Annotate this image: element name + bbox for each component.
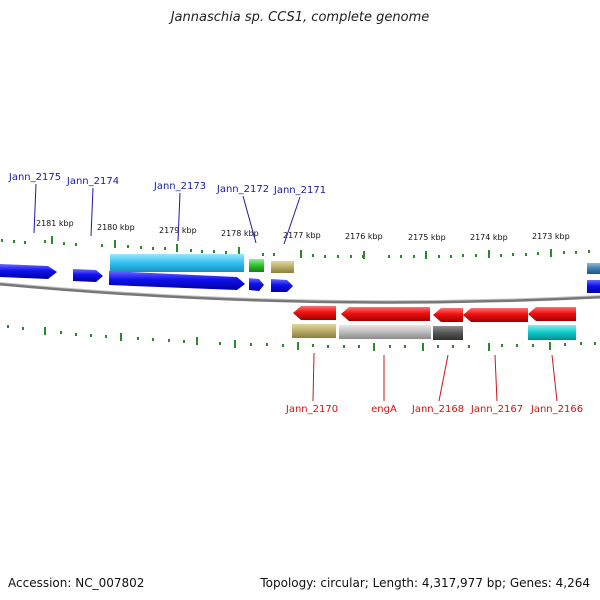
kbp-label: 2177 kbp	[283, 231, 321, 240]
khaki-feature-bar[interactable]	[271, 261, 294, 273]
top-scale-dots	[1, 239, 590, 258]
gene-label-bottom[interactable]: Jann_2170	[285, 404, 338, 415]
gene-label-bottom[interactable]: Jann_2166	[530, 404, 583, 415]
gene-arrow-forward[interactable]	[271, 279, 293, 292]
gene-arrow-forward[interactable]	[73, 269, 103, 282]
green-feature-bar[interactable]	[249, 259, 264, 272]
leader-line	[90, 187, 94, 237]
gene-arrow-reverse[interactable]	[293, 306, 336, 320]
gene-arrow-forward[interactable]	[587, 280, 600, 293]
gene-arrow-reverse[interactable]	[433, 308, 463, 322]
leader-line	[283, 196, 301, 245]
gene-arrow-reverse[interactable]	[528, 307, 576, 321]
teal-feature-bar[interactable]	[528, 325, 576, 340]
dark-feature-bar[interactable]	[433, 326, 463, 340]
kbp-label: 2174 kbp	[470, 233, 508, 242]
kbp-label: 2180 kbp	[97, 223, 135, 232]
gene-label-top[interactable]: Jann_2172	[216, 184, 269, 195]
kbp-label: 2179 kbp	[159, 226, 197, 235]
accession-text: Accession: NC_007802	[8, 576, 145, 590]
gene-label-bottom[interactable]: Jann_2167	[470, 404, 523, 415]
khaki-feature-bar[interactable]	[292, 324, 336, 338]
steel-feature-bar[interactable]	[587, 263, 600, 274]
genome-backbone	[0, 282, 600, 304]
bottom-scale-dots	[7, 325, 596, 348]
gene-arrow-forward[interactable]	[109, 271, 245, 290]
kbp-label: 2175 kbp	[408, 233, 446, 242]
gene-arrow-reverse[interactable]	[341, 307, 430, 321]
gene-label-top[interactable]: Jann_2171	[273, 185, 326, 196]
leader-line	[33, 183, 37, 234]
leader-line	[242, 195, 257, 244]
gene-label-bottom[interactable]: Jann_2168	[411, 404, 464, 415]
leader-line	[494, 354, 498, 402]
top-major-ticks	[51, 236, 552, 259]
gene-label-top[interactable]: Jann_2175	[8, 172, 61, 183]
genome-summary-text: Topology: circular; Length: 4,317,977 bp…	[260, 576, 590, 590]
kbp-label: 2178 kbp	[221, 229, 259, 238]
gene-arrow-forward[interactable]	[0, 264, 57, 279]
cyan-feature-bar[interactable]	[110, 254, 244, 272]
gene-label-bottom[interactable]: engA	[371, 404, 397, 415]
leader-line	[312, 352, 315, 402]
gene-label-top[interactable]: Jann_2174	[66, 176, 119, 187]
leader-line	[438, 354, 449, 402]
gene-label-top[interactable]: Jann_2173	[153, 181, 206, 192]
genome-title: Jannaschia sp. CCS1, complete genome	[170, 10, 430, 25]
leader-line	[177, 192, 181, 242]
kbp-label: 2181 kbp	[36, 219, 74, 228]
gene-arrow-forward[interactable]	[249, 278, 264, 291]
leader-line	[551, 354, 558, 402]
kbp-label: 2173 kbp	[532, 232, 570, 241]
genome-backbone-highlight	[0, 282, 600, 302]
silver-feature-bar[interactable]	[339, 325, 431, 339]
bottom-major-ticks	[44, 327, 551, 351]
kbp-label: 2176 kbp	[345, 232, 383, 241]
gene-arrow-reverse[interactable]	[463, 308, 528, 322]
